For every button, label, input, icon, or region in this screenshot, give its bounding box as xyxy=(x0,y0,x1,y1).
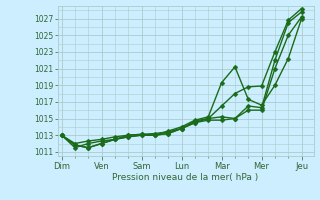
X-axis label: Pression niveau de la mer( hPa ): Pression niveau de la mer( hPa ) xyxy=(112,173,259,182)
